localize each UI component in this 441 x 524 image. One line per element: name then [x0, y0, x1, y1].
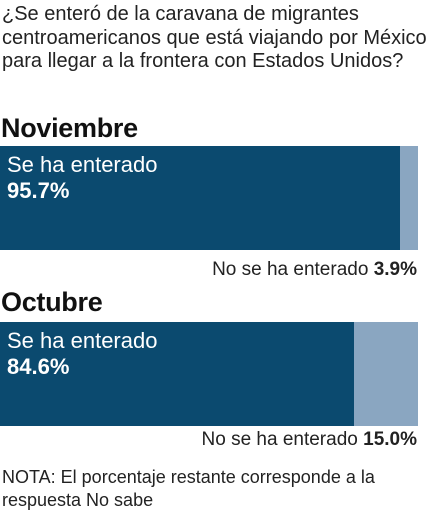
bar-label-1: Se ha enterado 84.6% — [7, 328, 157, 380]
bar-label-0: Se ha enterado 95.7% — [7, 152, 157, 204]
series-name-label: Se ha enterado — [7, 152, 158, 177]
data-label: 3.9% — [373, 259, 417, 280]
note: NOTA: El porcentaje restante corresponde… — [2, 467, 375, 510]
period-title-0: Noviembre — [1, 113, 138, 143]
bar-se-ha-enterado-0 — [0, 146, 401, 250]
other-label-0: No se ha enterado 3.9% — [212, 259, 417, 281]
data-label: 84.6% — [7, 354, 70, 379]
data-label: 95.7% — [7, 178, 70, 203]
question-title: ¿Se enteró de la caravana de migrantes c… — [2, 3, 427, 72]
bar-se-ha-enterado-1 — [0, 322, 354, 426]
other-label-1: No se ha enterado 15.0% — [202, 429, 418, 451]
series-name-label: Se ha enterado — [7, 328, 158, 353]
data-label: 15.0% — [363, 429, 417, 450]
bar-remainder-1: Se ha enterado 84.6% — [0, 322, 418, 426]
bar-remainder-0: Se ha enterado 95.7% — [0, 146, 418, 250]
period-title-1: Octubre — [1, 287, 103, 317]
series-name-label: No se ha enterado — [212, 259, 374, 280]
series-name-label: No se ha enterado — [201, 429, 364, 450]
